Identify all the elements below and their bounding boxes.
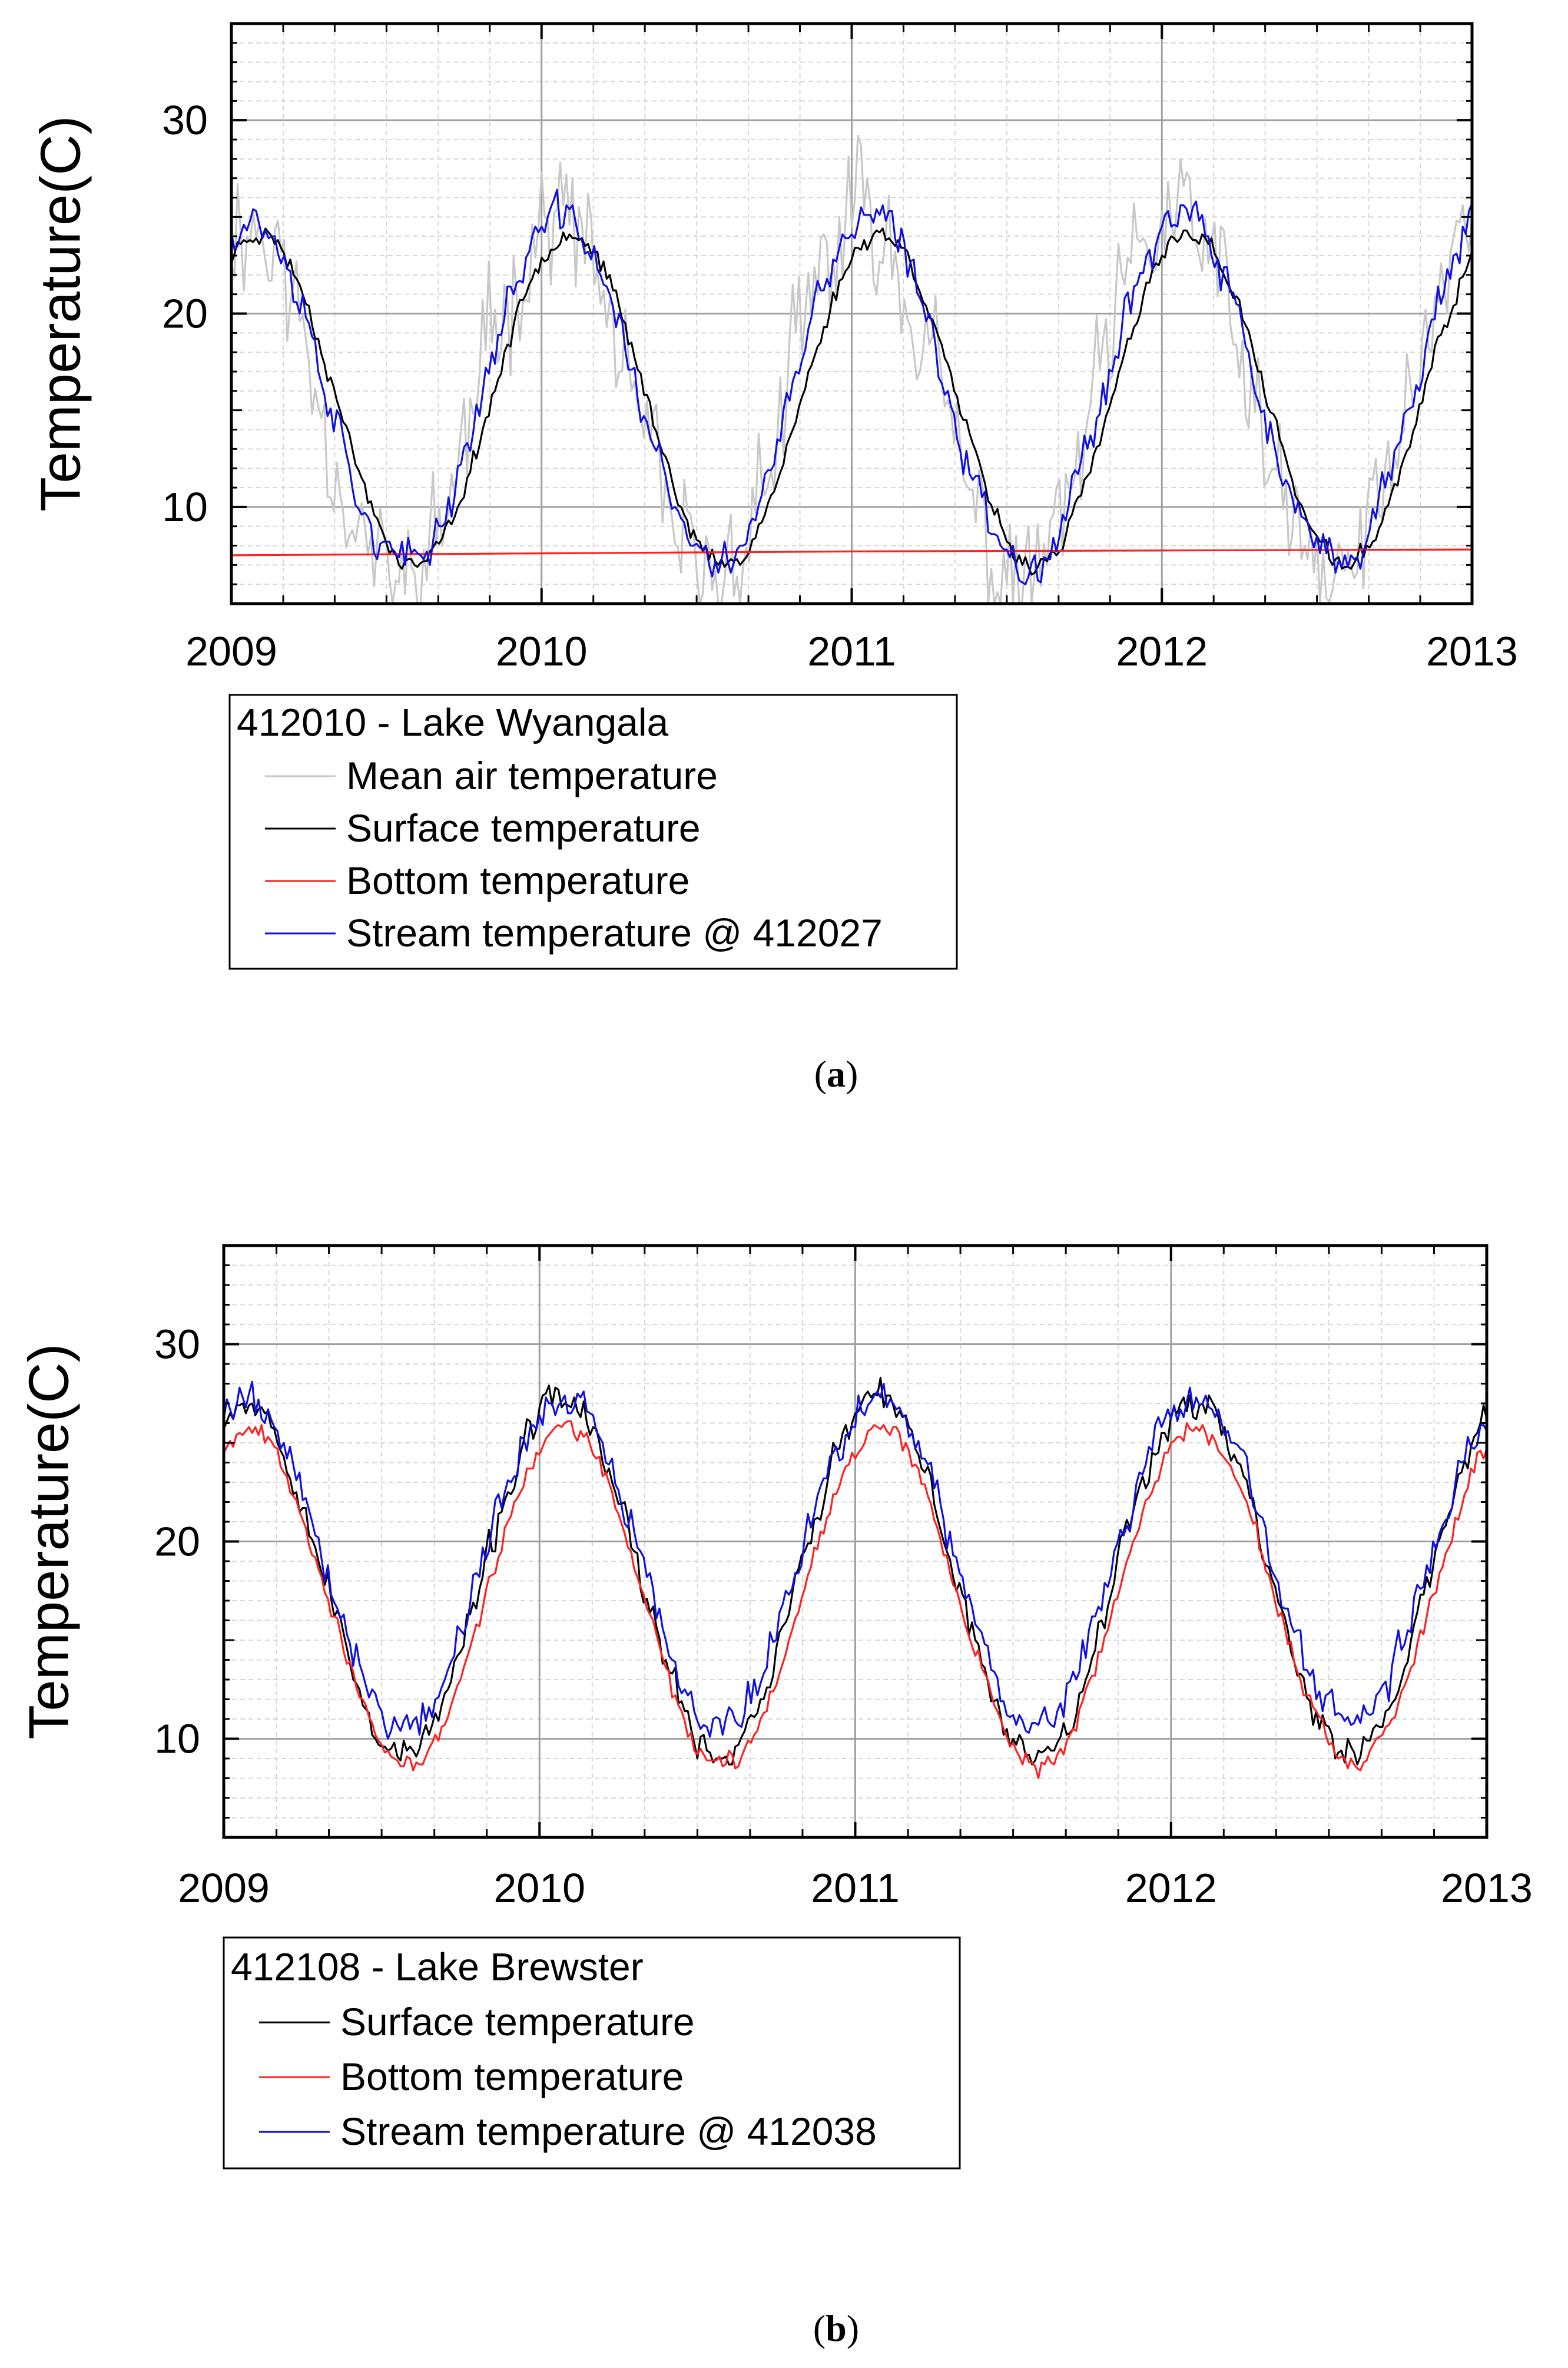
series-line-stream-temperature-412027 — [230, 188, 1473, 585]
chart-b: 2009 2010 2011 2012 2013 10 20 30 Temperature(C)… — [0, 1210, 1568, 2349]
y-tick-label: 20 — [154, 1519, 200, 1565]
grid-lines — [223, 1245, 1488, 1838]
figure-caption: (a) — [814, 1053, 858, 1095]
x-tick-label: 2011 — [811, 1865, 900, 1911]
legend: 412108 - Lake Brewster Surface temperatur… — [223, 1936, 961, 2170]
legend-entry: Stream temperature @ 412027 — [346, 911, 883, 955]
y-tick-label: 10 — [162, 484, 208, 530]
chart-a: 2009 2010 2011 2012 2013 10 20 30 Temperature(C)… — [0, 0, 1568, 1095]
y-tick-label: 10 — [154, 1716, 200, 1762]
series-line-surface-temperature — [230, 227, 1473, 576]
legend-entry: Surface temperature — [340, 2000, 695, 2044]
legend-title: 412108 - Lake Brewster — [231, 1945, 644, 1989]
legend-entry: Surface temperature — [346, 806, 701, 850]
legend-entry: Bottom temperature — [340, 2055, 684, 2098]
legend-entry: Bottom temperature — [346, 859, 689, 902]
y-axis-title: Temperature(C) — [17, 1343, 80, 1739]
mask-left — [0, 0, 231, 639]
y-tick-label: 30 — [162, 97, 208, 143]
x-tick-label: 2009 — [178, 1865, 270, 1911]
figure-caption: (b) — [813, 2307, 859, 2349]
mask-bottom — [231, 604, 1472, 627]
legend-box — [228, 694, 958, 970]
mask-bottom — [224, 1837, 1487, 1861]
legend-entry: Mean air temperature — [346, 754, 718, 797]
x-tick-label: 2012 — [1116, 628, 1208, 674]
x-tick-label: 2010 — [493, 1865, 585, 1911]
series-line-mean-air-temperature — [230, 134, 1473, 605]
mask-right — [1472, 0, 1568, 639]
legend-box — [223, 1936, 961, 2170]
y-axis-title: Temperature(C) — [29, 115, 92, 511]
mask-right — [1487, 1210, 1568, 1873]
series-line-bottom-temperature — [223, 1420, 1488, 1780]
x-tick-label: 2013 — [1426, 628, 1518, 674]
y-tick-label: 30 — [154, 1322, 200, 1367]
series-line-stream-temperature-412038 — [223, 1380, 1488, 1740]
x-tick-label: 2013 — [1441, 1865, 1533, 1911]
x-tick-label: 2011 — [807, 628, 896, 674]
grid-lines — [230, 23, 1473, 604]
legend-entry: Stream temperature @ 412038 — [340, 2109, 877, 2153]
series-line-surface-temperature — [223, 1376, 1488, 1766]
mask-left — [0, 1210, 224, 1873]
series-line-bottom-temperature — [231, 548, 1473, 557]
legend: 412010 - Lake Wyangala Mean air temperatu… — [228, 694, 958, 970]
x-tick-label: 2010 — [496, 628, 588, 674]
x-tick-label: 2009 — [185, 628, 277, 674]
y-tick-label: 20 — [162, 291, 208, 337]
legend-title: 412010 - Lake Wyangala — [237, 700, 669, 744]
x-tick-label: 2012 — [1125, 1865, 1217, 1911]
